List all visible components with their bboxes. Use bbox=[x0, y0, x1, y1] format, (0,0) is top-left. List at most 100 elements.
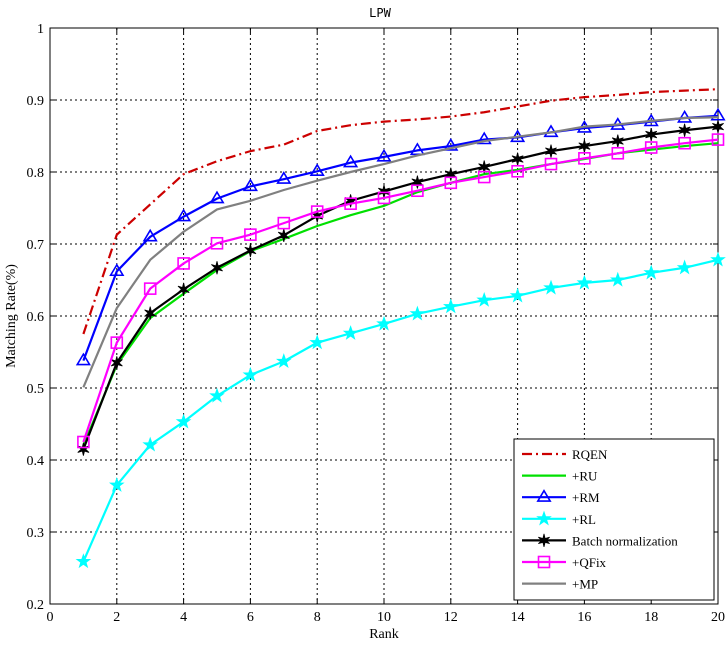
y-tick-label: 0.6 bbox=[27, 310, 45, 325]
series-line-mp bbox=[82, 116, 719, 388]
x-tick-label: 6 bbox=[247, 610, 254, 625]
data-point-batch-normalization bbox=[77, 442, 90, 456]
data-point-batch-normalization bbox=[645, 127, 658, 142]
data-point-rm bbox=[343, 154, 359, 168]
series-line-rqen bbox=[82, 88, 719, 335]
data-point-qfix bbox=[678, 136, 691, 150]
data-point-rm bbox=[142, 228, 158, 242]
series-qfix bbox=[77, 133, 725, 449]
data-point-batch-normalization bbox=[712, 120, 724, 134]
data-point-rl bbox=[108, 476, 125, 492]
data-point-rm bbox=[376, 148, 392, 162]
y-axis-label: Matching Rate(%) bbox=[4, 264, 19, 368]
series-rm bbox=[75, 107, 726, 366]
data-point-qfix bbox=[177, 257, 190, 270]
legend-label-mp: +MP bbox=[572, 577, 598, 592]
legend-marker-rm bbox=[536, 489, 552, 502]
legend-label-rqen: RQEN bbox=[572, 447, 608, 462]
y-tick-label: 0.9 bbox=[27, 94, 45, 109]
x-tick-label: 0 bbox=[47, 610, 54, 625]
series-line-ru bbox=[82, 142, 719, 447]
data-point-rm bbox=[276, 171, 292, 184]
data-point-batch-normalization bbox=[478, 160, 491, 174]
data-point-batch-normalization bbox=[211, 261, 223, 275]
data-point-qfix bbox=[143, 282, 157, 295]
legend-marker-qfix bbox=[537, 555, 551, 569]
legend-marker-rl bbox=[536, 510, 552, 526]
data-point-qfix bbox=[611, 146, 625, 160]
x-tick-label: 14 bbox=[511, 610, 525, 625]
series-ru bbox=[82, 142, 719, 447]
axis-ticks: 0 2 4 6 8 10 12 14 16 18 20 0.2 0.3 0.4 0.5 0.6 0.7 0.8 0.… bbox=[27, 22, 726, 625]
data-point-qfix bbox=[310, 205, 324, 218]
y-tick-label: 0.2 bbox=[27, 598, 45, 613]
data-point-rl bbox=[409, 305, 426, 321]
data-point-rl bbox=[75, 553, 92, 569]
data-point-rm bbox=[476, 131, 492, 145]
data-point-qfix bbox=[344, 197, 357, 210]
data-point-batch-normalization bbox=[545, 144, 557, 158]
data-point-rl bbox=[676, 259, 693, 275]
chart-title: LPW bbox=[369, 6, 391, 20]
y-tick-label: 0.7 bbox=[27, 238, 45, 253]
data-point-rm bbox=[677, 109, 693, 123]
x-tick-label: 12 bbox=[444, 610, 458, 625]
legend-label-rl: +RL bbox=[572, 512, 596, 527]
data-point-qfix bbox=[377, 191, 391, 205]
data-point-rm bbox=[209, 190, 225, 204]
data-point-batch-normalization bbox=[177, 282, 190, 296]
x-tick-label: 2 bbox=[113, 610, 120, 625]
data-point-rl bbox=[576, 274, 593, 290]
data-point-rm bbox=[309, 163, 325, 176]
y-tick-label: 0.5 bbox=[27, 382, 45, 397]
x-tick-label: 10 bbox=[377, 610, 391, 625]
series-rl bbox=[75, 251, 726, 569]
data-point-rl bbox=[275, 353, 292, 369]
series-line-rl bbox=[82, 258, 719, 562]
data-point-qfix bbox=[711, 133, 725, 146]
data-point-qfix bbox=[444, 176, 458, 190]
data-point-rm bbox=[443, 138, 459, 151]
data-point-qfix bbox=[77, 435, 90, 449]
series-line-qfix bbox=[82, 138, 719, 443]
x-tick-label: 4 bbox=[180, 610, 187, 625]
series-rqen bbox=[82, 88, 719, 335]
y-tick-label: 0.3 bbox=[27, 526, 45, 541]
data-point-rl bbox=[242, 366, 259, 382]
data-point-rm bbox=[75, 352, 91, 366]
y-tick-label: 1 bbox=[37, 22, 44, 37]
data-point-rm bbox=[409, 142, 425, 156]
data-point-rl bbox=[442, 298, 459, 314]
data-point-batch-normalization bbox=[144, 306, 157, 320]
legend-label-qfix: +QFix bbox=[572, 555, 607, 570]
data-point-qfix bbox=[244, 228, 257, 241]
data-point-rl bbox=[209, 387, 225, 403]
data-point-qfix bbox=[277, 216, 291, 230]
legend-label-ru: +RU bbox=[572, 469, 598, 484]
data-point-rl bbox=[376, 315, 392, 331]
data-point-rl bbox=[142, 436, 159, 452]
data-point-rm bbox=[710, 107, 726, 121]
legend-label-batch-normalization: Batch normalization bbox=[572, 533, 678, 548]
data-point-rl bbox=[309, 334, 326, 350]
data-point-qfix bbox=[210, 236, 224, 250]
data-point-qfix bbox=[477, 170, 491, 184]
x-axis-label: Rank bbox=[369, 627, 399, 642]
data-point-batch-normalization bbox=[411, 175, 424, 189]
data-point-rm bbox=[242, 178, 258, 192]
y-tick-label: 0.4 bbox=[27, 454, 45, 469]
data-point-rl bbox=[509, 287, 526, 303]
y-tick-label: 0.8 bbox=[27, 166, 45, 181]
data-point-batch-normalization bbox=[244, 243, 257, 258]
data-point-rm bbox=[109, 263, 125, 277]
series-batch-normalization bbox=[77, 120, 724, 456]
data-point-qfix bbox=[644, 141, 658, 154]
data-point-qfix bbox=[411, 184, 424, 198]
x-tick-label: 16 bbox=[577, 610, 591, 625]
series-layer bbox=[75, 88, 726, 569]
data-point-qfix bbox=[110, 336, 124, 349]
series-mp bbox=[82, 116, 719, 388]
data-point-batch-normalization bbox=[678, 123, 691, 137]
data-point-rl bbox=[643, 264, 660, 280]
